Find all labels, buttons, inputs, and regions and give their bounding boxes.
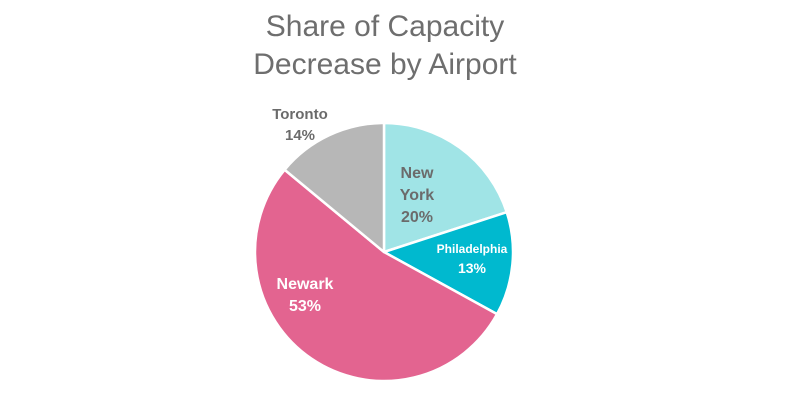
slice-name-toronto: Toronto (272, 106, 328, 123)
slice-percent-newark: 53% (289, 298, 321, 315)
pie-labels: New York 20% Philadelphia 13% Newark 53% Toront… (272, 106, 507, 315)
slice-percent-toronto: 14% (285, 127, 315, 144)
slice-label-new-york: New York 20% (400, 165, 434, 226)
pie-slice-philadelphia (382, 210, 515, 316)
slice-label-toronto: Toronto 14% (272, 106, 328, 144)
chart-title: Share of Capacity Decrease by Airport (0, 8, 770, 84)
pie-slice-new-york (382, 121, 508, 254)
slice-name-new-york: New (401, 165, 434, 182)
slice-percent-new-york: 20% (401, 209, 433, 226)
slice-name-newark: Newark (277, 276, 334, 293)
pie-slices (253, 121, 515, 383)
slice-name-new-york: York (400, 187, 434, 204)
pie-slice-newark (253, 168, 499, 383)
pie-slice-toronto (283, 121, 386, 254)
chart-title-line-1: Share of Capacity (265, 10, 505, 43)
slice-label-philadelphia: Philadelphia 13% (437, 242, 508, 276)
slice-name-philadelphia: Philadelphia (437, 242, 508, 256)
slice-percent-philadelphia: 13% (458, 260, 487, 276)
chart-title-line-2: Decrease by Airport (253, 48, 517, 81)
slice-label-newark: Newark 53% (277, 276, 334, 315)
